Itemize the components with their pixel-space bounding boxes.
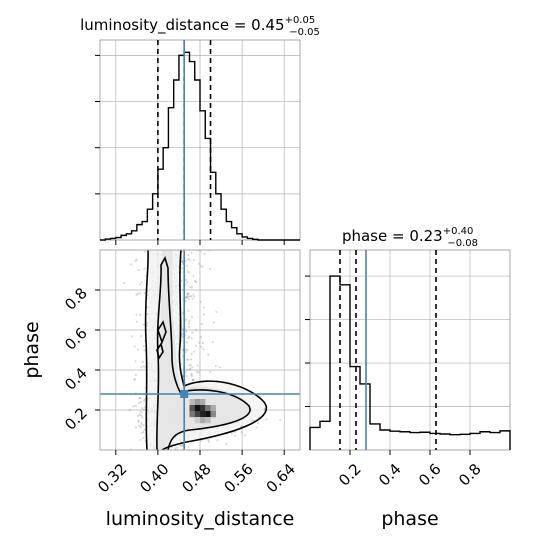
jd-ytick-label: 0.6 [61,324,91,354]
density-cell [210,411,216,418]
density-cell [194,399,201,406]
ld-title: luminosity_distance = 0.45+0.05 −0.05 [80,15,320,38]
phase-histogram-panel: 0.2 0.4 0.6 0.8 phase = 0.23+0.40 −0.08 phas… [305,226,511,530]
density-cell [200,417,206,424]
jd-ytick-label: 0.2 [61,404,91,434]
ph-xtick-label: 0.2 [335,460,365,490]
jd-ytick-label: 0.8 [61,284,91,314]
ph-yticks [305,275,310,408]
density-cell [189,405,195,412]
jd-xtick-label: 0.48 [178,460,214,496]
jd-xtick-labels: 0.32 0.40 0.48 0.56 0.64 [94,450,299,496]
density-cell [200,405,206,412]
jd-ytick-label: 0.4 [61,364,91,394]
density-cell [205,405,211,412]
density-cell [194,405,201,412]
ph-histogram-line [309,275,511,450]
density-cell [205,417,211,424]
density-cell [194,417,201,424]
jd-density-pixels [189,399,216,424]
density-cell [205,411,211,418]
density-cell [200,411,206,418]
ph-xtick-label: 0.4 [375,460,405,490]
jd-xtick-label: 0.32 [94,460,130,496]
jd-contour-fill [147,250,265,450]
ld-xticks [115,240,285,245]
joint-density-panel: 0.32 0.40 0.48 0.56 0.64 0.2 0.4 0.6 0.8 lumino… [21,249,301,530]
ld-histogram-panel: luminosity_distance = 0.45+0.05 −0.05 [80,15,320,245]
ph-title: phase = 0.23+0.40 −0.08 [342,226,478,249]
ph-axes-frame [309,249,511,451]
ld-yticks [95,54,100,195]
jd-xtick-label: 0.64 [263,460,299,496]
jd-contours [144,250,267,450]
jd-xtick-label: 0.40 [136,460,172,496]
ph-xlabel: phase [381,508,438,530]
ph-xtick-labels: 0.2 0.4 0.6 0.8 [335,450,485,490]
jd-xlabel: luminosity_distance [106,508,295,530]
density-cell [189,399,195,406]
jd-truth-marker [180,390,189,398]
density-cell [194,411,201,418]
jd-xtick-label: 0.56 [221,460,257,496]
ph-xtick-label: 0.8 [455,460,485,490]
density-cell [189,411,195,418]
ph-xtick-label: 0.6 [415,460,445,490]
ld-histogram-line [100,51,300,241]
density-cell [200,399,206,406]
jd-ylabel: phase [21,321,43,378]
ph-quantile-lines [339,250,437,450]
ld-grid [100,40,300,240]
jd-ytick-labels: 0.2 0.4 0.6 0.8 [61,284,100,434]
density-cell [210,405,216,412]
ph-grid [310,250,510,450]
